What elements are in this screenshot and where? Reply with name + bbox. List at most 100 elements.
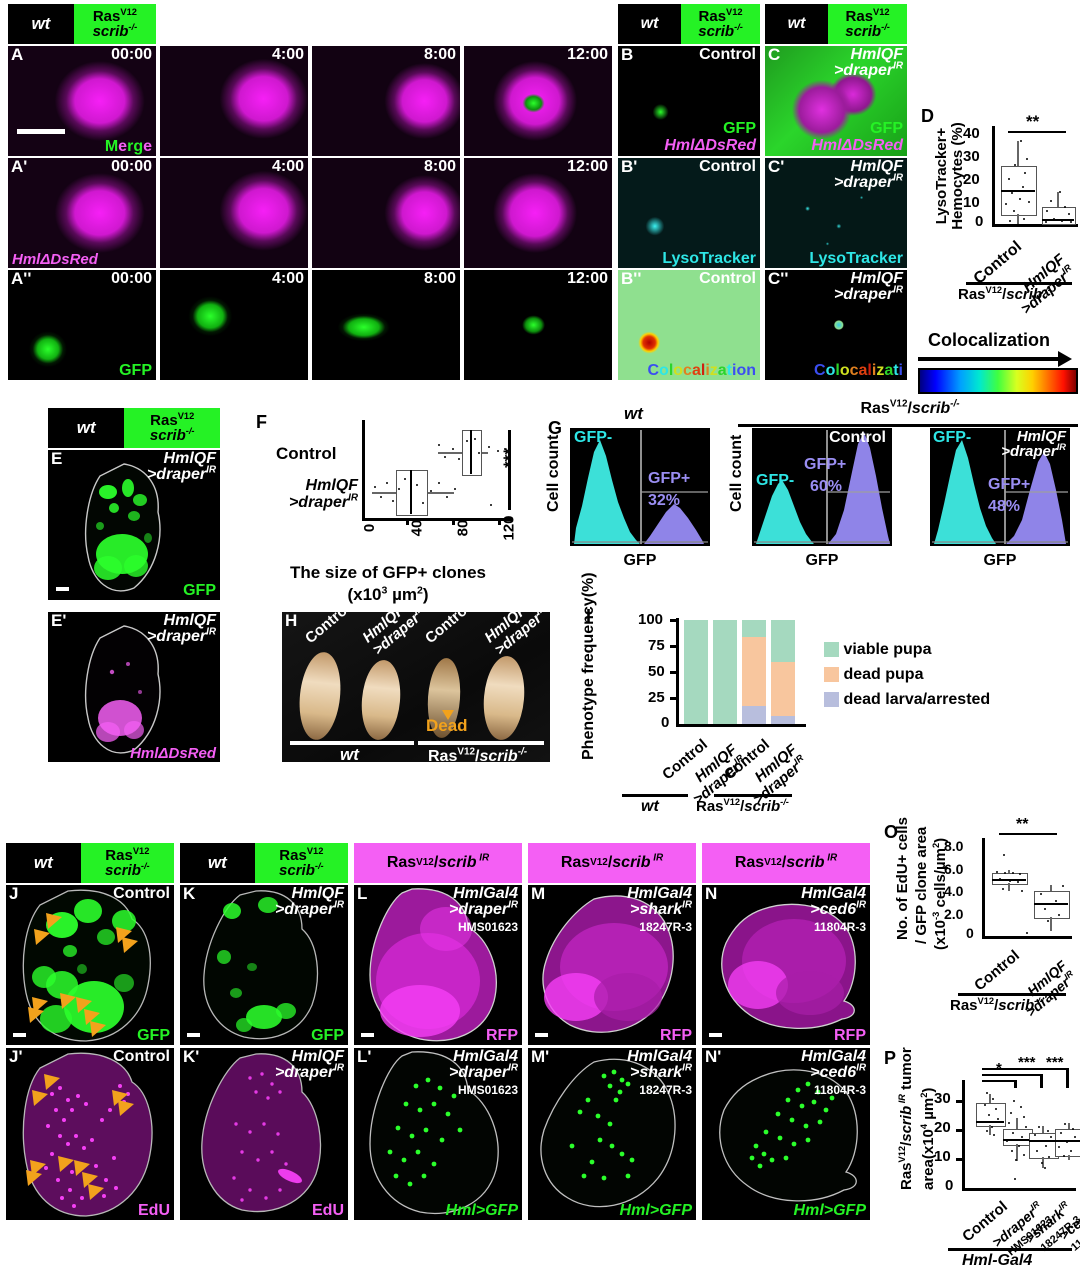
panel-f-point: [458, 458, 461, 461]
panel-g-hist-3: GFP- HmlQF >draperIR GFP+ 48%: [930, 428, 1070, 546]
panel-i-ylabel: Phenotype frequency(%): [580, 572, 597, 760]
panel-i-ytickmark-25: [670, 697, 677, 700]
panel-n: N HmlGal4 >ced6IR 11804R-3 RFP: [702, 885, 870, 1045]
panel-n-letter: N: [705, 885, 718, 903]
panel-g-hist-2-plot: [754, 430, 890, 544]
panel-p-whisker-hi-shark: [1042, 1126, 1044, 1133]
panel-g-hist-1-neg: GFP-: [574, 429, 613, 446]
panel-p-box-control: [976, 1103, 1006, 1127]
genotype-wt-label-k: wt: [207, 853, 227, 872]
scale-bar-m: [535, 1033, 548, 1037]
panel-aprime-frame-2: 4:00: [160, 158, 308, 268]
panel-cprime-letter: C': [768, 158, 785, 176]
panel-bprime-letter: B': [621, 158, 638, 176]
panel-p-point: [986, 1130, 989, 1133]
panel-nprime-image: [719, 1069, 858, 1202]
panel-i-ytick-100: 100: [638, 611, 664, 628]
panel-kprime: K' HmlQF >draperIR EdU: [180, 1048, 348, 1220]
panel-f-yaxis: [362, 420, 365, 520]
panel-eprime-image: [84, 625, 161, 754]
panel-nprime: N' HmlGal4 >ced6IR 11804R-3 Hml>GFP: [702, 1048, 870, 1220]
panel-p-point: [986, 1092, 989, 1095]
panel-a-frame-2: 4:00: [160, 46, 308, 156]
genotype-bar-k: wt RasV12 scrib-/-: [180, 843, 348, 883]
panel-c-channels: GFP HmlΔDsRed: [811, 121, 903, 155]
panel-aprime-frame-3: 8:00: [312, 158, 460, 268]
panel-j-letter: J: [9, 885, 19, 903]
genotype-wt-label-c: wt: [787, 15, 806, 32]
timestamp-a-1: 00:00: [111, 46, 152, 63]
panel-f-point: [488, 446, 491, 449]
panel-d-point: [1046, 210, 1049, 213]
panel-h-group-left: wt: [340, 745, 359, 762]
panel-o-sig-bar: [999, 833, 1057, 836]
panel-o-whisker-hi-control: [1008, 870, 1010, 873]
panel-h-underline-right: [418, 741, 544, 745]
panel-bprime: B' Control LysoTracker: [618, 158, 760, 268]
panel-eprime-channel: HmlΔDsRed: [130, 744, 216, 762]
panel-f-point: [386, 482, 389, 485]
panel-b-condition: Control: [699, 46, 756, 63]
panel-f-box-draper: [396, 470, 428, 516]
channel-label-aprime: HmlΔDsRed: [12, 250, 98, 268]
panel-l-condition: HmlGal4 >draperIR HMS01623: [448, 885, 518, 934]
panel-p-point: [1063, 1155, 1066, 1158]
panel-g-ylabel-1: Cell count: [545, 434, 562, 512]
panel-k-condition: HmlQF >draperIR: [274, 885, 344, 919]
timestamp-adprime-4: 12:00: [567, 270, 608, 287]
legend-swatch-deadpupa: [824, 667, 839, 683]
panel-o-point: [1062, 885, 1065, 888]
panel-o-point: [996, 871, 999, 874]
timestamp-a-2: 4:00: [271, 46, 304, 63]
panel-f-point: [452, 448, 455, 451]
panel-f-point: [438, 444, 441, 447]
genotype-bar-n: Ras V12/scrib IR: [702, 843, 870, 883]
genotype-wt-label-b: wt: [640, 15, 659, 32]
panel-p-point: [1012, 1132, 1015, 1135]
coloc-legend-arrow-head: [1058, 351, 1072, 367]
panel-f-point: [422, 502, 425, 505]
panel-g-group-right-underline: [738, 424, 1078, 427]
panel-d-point: [1050, 200, 1053, 203]
genotype-ras-scrib-label-e: RasV12 scrib-/-: [124, 408, 220, 448]
panel-d-point: [1070, 221, 1073, 224]
panel-e-letter: E: [51, 450, 63, 468]
panel-p-driver-label: Hml-Gal4: [962, 1252, 1033, 1269]
panel-f-point: [446, 496, 449, 499]
panel-o-point: [1044, 908, 1047, 911]
coloc-legend-arrow-line: [918, 357, 1060, 361]
panel-c-channel-dsred: HmlΔDsRed: [811, 137, 903, 155]
panel-lprime-condition: HmlGal4 >draperIR HMS01623: [448, 1048, 518, 1097]
panel-o-ytick-2: 2.0: [944, 906, 964, 922]
panel-i-legend-item-1: viable pupa: [824, 638, 990, 663]
scale-bar-k: [187, 1033, 200, 1037]
panel-n-channel: RFP: [834, 1026, 866, 1044]
panel-p-whisker-hi-ced6: [1068, 1123, 1070, 1129]
panel-o-point: [1026, 932, 1029, 935]
panel-f-median-control: [470, 430, 472, 474]
panel-nprime-letter: N': [705, 1048, 722, 1066]
panel-d-point: [1020, 140, 1023, 143]
panel-f-xtickmark-40: [406, 518, 409, 525]
panel-o-ylabel-2: / GFP clone area: [913, 826, 930, 944]
panel-p-ytickmark-20: [956, 1129, 963, 1132]
panel-h-group-right: RasV12/scrib-/-: [428, 746, 528, 762]
panel-d-yaxis: [992, 126, 995, 224]
panel-f-xlabel: The size of GFP+ clones (x103 µm2): [289, 563, 487, 605]
scale-bar-j: [13, 1033, 26, 1037]
panel-d-whisker-control: [1017, 141, 1019, 166]
timestamp-adprime-2: 4:00: [271, 270, 304, 287]
panel-f-point: [490, 504, 493, 507]
panel-p-point: [1074, 1136, 1077, 1139]
panel-p-point: [1064, 1123, 1067, 1126]
genotype-bar-l: Ras V12/scrib IR: [354, 843, 522, 883]
panel-e-condition: HmlQF >draperIR: [146, 450, 216, 484]
panel-g-letter: G: [548, 418, 563, 438]
panel-l-channel: RFP: [486, 1026, 518, 1044]
panel-n-condition: HmlGal4 >ced6IR 11804R-3: [801, 885, 866, 934]
panel-o-point: [1019, 873, 1022, 876]
panel-adprime-letter: A'': [11, 270, 32, 288]
panel-kprime-condition: HmlQF >draperIR: [274, 1048, 344, 1082]
panel-f-cat-draper: HmlQF >draperIR: [288, 477, 358, 511]
panel-cdprime-letter: C'': [768, 270, 789, 288]
